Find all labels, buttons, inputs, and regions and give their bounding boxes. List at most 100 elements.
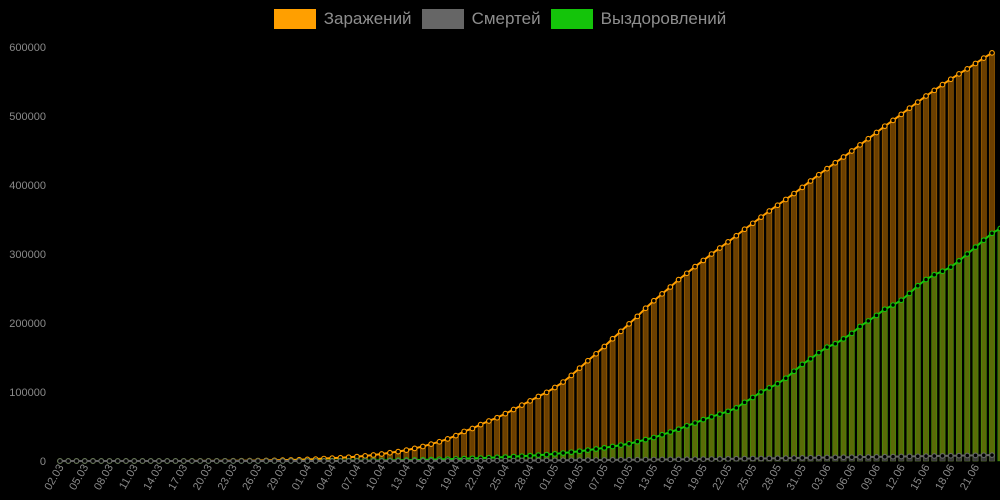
- y-tick-label: 500000: [9, 111, 46, 123]
- data-point: [766, 385, 773, 391]
- data-point: [576, 448, 583, 455]
- data-point: [807, 178, 814, 184]
- data-point: [535, 393, 542, 400]
- bar: [791, 370, 797, 462]
- data-point: [667, 456, 674, 463]
- x-tick-label: 10.05: [612, 463, 636, 493]
- x-tick-label: 13.05: [636, 463, 660, 493]
- data-point: [576, 457, 583, 463]
- x-tick-label: 09.06: [859, 463, 883, 493]
- data-point: [766, 455, 773, 462]
- legend-item-0[interactable]: Заражений: [273, 9, 412, 29]
- data-point: [106, 458, 113, 464]
- data-point: [585, 457, 591, 463]
- data-point: [114, 458, 121, 464]
- data-point: [510, 406, 517, 413]
- legend-swatch: [421, 9, 464, 29]
- data-point: [601, 457, 608, 463]
- bar: [824, 346, 830, 462]
- x-tick-label: 18.06: [933, 463, 957, 493]
- x-tick-label: 06.06: [834, 463, 858, 493]
- data-point: [857, 142, 863, 148]
- data-point: [873, 129, 880, 136]
- x-tick-label: 28.04: [513, 463, 537, 493]
- data-point: [147, 458, 154, 464]
- bar: [576, 367, 583, 462]
- bar: [741, 402, 748, 462]
- data-point: [535, 452, 542, 458]
- data-point: [428, 441, 435, 447]
- data-point: [774, 202, 781, 209]
- x-tick-label: 28.05: [760, 463, 784, 493]
- x-tick-label: 20.03: [191, 463, 215, 493]
- data-point: [238, 458, 245, 464]
- data-point: [617, 442, 624, 448]
- data-point: [568, 449, 575, 456]
- data-point: [57, 458, 63, 464]
- bar: [692, 422, 698, 462]
- x-tick-label: 19.04: [438, 463, 462, 493]
- data-point: [543, 457, 550, 464]
- data-point: [807, 454, 814, 461]
- data-point: [947, 452, 954, 459]
- data-point: [931, 453, 938, 459]
- x-tick-label: 01.04: [290, 463, 314, 493]
- data-point: [881, 453, 888, 460]
- data-point: [370, 458, 377, 464]
- data-point: [634, 438, 641, 445]
- data-point: [906, 453, 913, 460]
- data-point: [964, 452, 971, 459]
- legend-item-1[interactable]: Смертей: [421, 9, 541, 29]
- data-point: [873, 312, 880, 319]
- data-point: [288, 458, 294, 464]
- x-tick-label: 03.06: [809, 463, 833, 493]
- data-point: [642, 436, 649, 443]
- x-tick-label: 14.03: [141, 463, 165, 493]
- data-point: [857, 454, 863, 460]
- data-point: [585, 447, 591, 453]
- data-point: [832, 454, 839, 461]
- data-point: [65, 458, 72, 464]
- data-point: [865, 454, 872, 460]
- data-point: [593, 446, 599, 452]
- data-point: [667, 284, 674, 290]
- x-tick-label: 12.06: [884, 463, 908, 493]
- x-tick-label: 04.05: [562, 463, 586, 493]
- data-point: [552, 384, 558, 391]
- data-point: [881, 123, 888, 130]
- bar: [700, 419, 707, 462]
- x-tick-label: 22.05: [711, 463, 735, 493]
- x-tick-label: 07.05: [587, 463, 611, 493]
- data-point: [824, 165, 830, 172]
- data-point: [890, 117, 896, 124]
- data-point: [527, 452, 533, 459]
- data-point: [939, 452, 946, 459]
- bar: [964, 253, 971, 462]
- data-point: [881, 306, 888, 313]
- bar: [560, 381, 566, 462]
- data-point: [914, 453, 921, 460]
- data-point: [692, 420, 698, 426]
- bar: [733, 407, 740, 462]
- data-point: [271, 458, 278, 464]
- data-point: [931, 271, 938, 278]
- data-point: [585, 357, 591, 364]
- data-point: [914, 99, 921, 105]
- x-tick-label: 15.06: [908, 463, 932, 493]
- bar: [890, 304, 896, 462]
- data-point: [906, 290, 913, 297]
- bar: [535, 396, 542, 462]
- data-point: [650, 297, 657, 304]
- data-point: [90, 458, 96, 464]
- bar: [552, 387, 558, 462]
- data-point: [626, 321, 632, 327]
- data-point: [956, 70, 962, 77]
- legend-item-2[interactable]: Выздоровлений: [550, 9, 726, 29]
- data-point: [395, 458, 402, 464]
- data-point: [222, 458, 228, 464]
- bar: [914, 285, 921, 462]
- data-point: [436, 438, 443, 445]
- bar: [609, 338, 616, 462]
- data-point: [931, 87, 938, 94]
- data-point: [873, 454, 880, 460]
